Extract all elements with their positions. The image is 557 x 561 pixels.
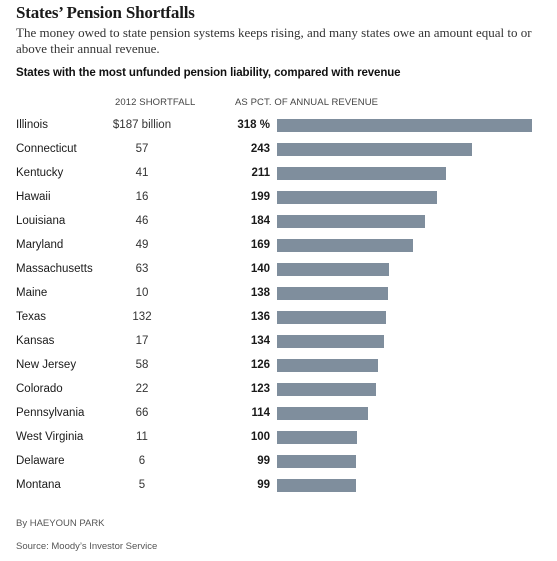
column-header-pct: AS PCT. OF ANNUAL REVENUE (235, 97, 379, 108)
pct-value: 123 (250, 383, 270, 395)
state-label: New Jersey (16, 359, 77, 371)
chart-heading: States with the most unfunded pension li… (16, 67, 401, 79)
pct-bar (277, 263, 389, 276)
pct-value: 99 (257, 455, 270, 467)
source-note: Source: Moody’s Investor Service (16, 541, 158, 552)
pct-bar (277, 407, 368, 420)
state-label: Montana (16, 479, 61, 491)
state-label: West Virginia (16, 431, 84, 443)
pct-value: 140 (250, 263, 270, 275)
byline: By HAEYOUN PARK (16, 518, 105, 529)
shortfall-value: 17 (135, 335, 149, 347)
shortfall-value: 6 (138, 455, 146, 467)
pct-value: 126 (250, 359, 270, 371)
state-label: Kentucky (16, 167, 64, 179)
pct-value: 99 (257, 479, 270, 491)
pct-value: 138 (250, 287, 270, 299)
pct-value: 243 (250, 143, 270, 155)
state-label: Illinois (16, 119, 48, 131)
pct-bar (277, 383, 376, 396)
pct-bar (277, 119, 532, 132)
pct-value: 211 (251, 167, 270, 179)
pct-value: 136 (250, 311, 270, 323)
pct-value: 134 (250, 335, 270, 347)
state-label: Massachusetts (16, 263, 93, 275)
pct-bar (277, 167, 446, 180)
column-header-shortfall: 2012 SHORTFALL (115, 97, 196, 108)
shortfall-value: 66 (135, 407, 149, 419)
state-label: Kansas (16, 335, 55, 347)
pct-bar (277, 215, 425, 228)
shortfall-value: 46 (135, 215, 149, 227)
pct-bar (277, 287, 388, 300)
chart-subtitle: The money owed to state pension systems … (16, 25, 532, 56)
state-label: Colorado (16, 383, 63, 395)
pct-bar (277, 479, 356, 492)
state-label: Louisiana (16, 215, 66, 227)
shortfall-value: 58 (135, 359, 149, 371)
shortfall-value: 10 (135, 287, 149, 299)
pct-value: 169 (250, 239, 270, 251)
state-label: Hawaii (16, 191, 51, 203)
shortfall-value: $187 billion (112, 119, 172, 131)
state-label: Maine (16, 287, 48, 299)
shortfall-value: 49 (135, 239, 149, 251)
shortfall-value: 41 (135, 167, 149, 179)
shortfall-value: 63 (135, 263, 149, 275)
pct-value: 199 (250, 191, 270, 203)
pct-bar (277, 431, 357, 444)
pct-value: 318 % (237, 119, 270, 131)
pct-bar (277, 143, 472, 156)
pct-bar (277, 191, 437, 204)
state-label: Texas (16, 311, 47, 323)
pct-bar (277, 335, 384, 348)
state-label: Pennsylvania (16, 407, 85, 419)
shortfall-value: 57 (135, 143, 149, 155)
shortfall-value: 16 (135, 191, 149, 203)
state-label: Connecticut (16, 143, 77, 155)
shortfall-value: 5 (138, 479, 146, 491)
pct-bar (277, 239, 413, 252)
pct-bar (277, 359, 378, 372)
pct-bar (277, 455, 356, 468)
pct-value: 114 (251, 407, 270, 419)
pct-bar (277, 311, 386, 324)
shortfall-value: 11 (136, 431, 148, 443)
state-label: Delaware (16, 455, 65, 467)
shortfall-value: 22 (135, 383, 149, 395)
pct-value: 100 (250, 431, 270, 443)
state-label: Maryland (16, 239, 64, 251)
chart-title: States’ Pension Shortfalls (16, 3, 195, 22)
shortfall-value: 132 (132, 311, 152, 323)
pct-value: 184 (250, 215, 270, 227)
